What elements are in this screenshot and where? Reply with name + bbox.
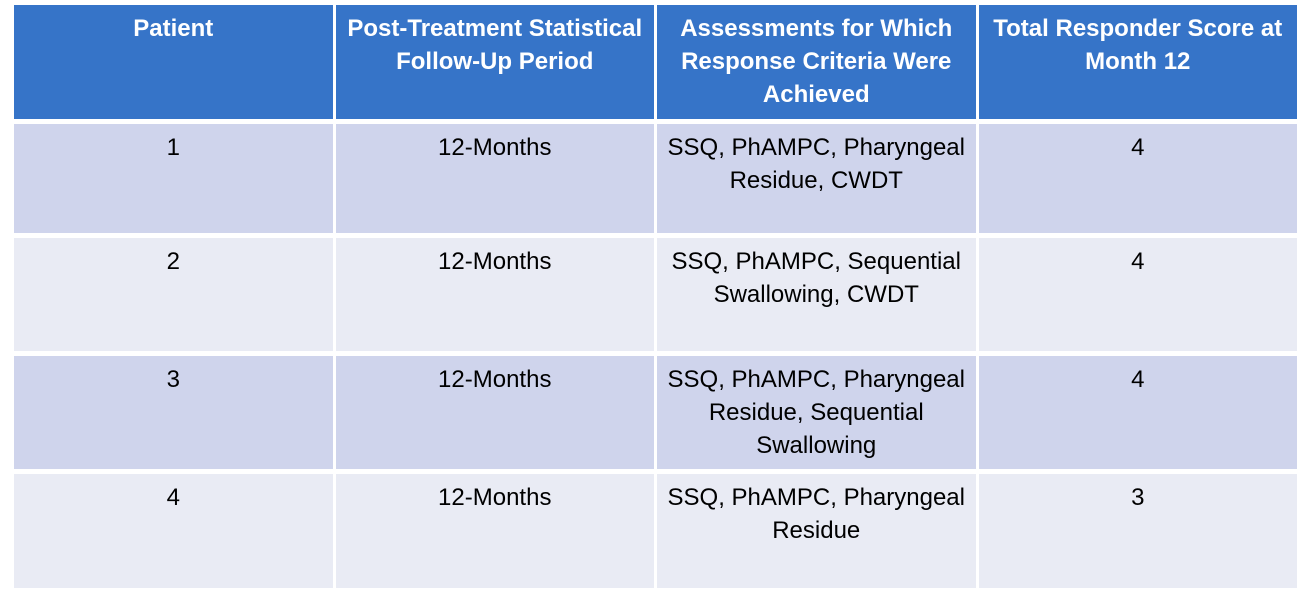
header-cell-followup: Post-Treatment Statistical Follow-Up Per… (335, 5, 654, 119)
cell-followup-row3: 12-Months (335, 356, 654, 469)
cell-patient-row4: 4 (14, 474, 333, 588)
cell-followup-row2: 12-Months (335, 238, 654, 351)
cell-assessments-row1: SSQ, PhAMPC, Pharyngeal Residue, CWDT (657, 124, 976, 233)
cell-patient-row3: 3 (14, 356, 333, 469)
header-cell-patient: Patient (14, 5, 333, 119)
cell-score-row3: 4 (978, 356, 1297, 469)
cell-patient-row1: 1 (14, 124, 333, 233)
cell-assessments-row3: SSQ, PhAMPC, Pharyngeal Residue, Sequent… (657, 356, 976, 469)
header-cell-assessments: Assessments for Which Response Criteria … (657, 5, 976, 119)
table-container: Patient Post-Treatment Statistical Follo… (14, 5, 1297, 588)
patients-table: Patient Post-Treatment Statistical Follo… (14, 5, 1297, 588)
cell-score-row1: 4 (978, 124, 1297, 233)
cell-followup-row1: 12-Months (335, 124, 654, 233)
cell-followup-row4: 12-Months (335, 474, 654, 588)
cell-assessments-row2: SSQ, PhAMPC, Sequential Swallowing, CWDT (657, 238, 976, 351)
cell-score-row2: 4 (978, 238, 1297, 351)
header-cell-score: Total Responder Score at Month 12 (978, 5, 1297, 119)
cell-score-row4: 3 (978, 474, 1297, 588)
cell-assessments-row4: SSQ, PhAMPC, Pharyngeal Residue (657, 474, 976, 588)
cell-patient-row2: 2 (14, 238, 333, 351)
